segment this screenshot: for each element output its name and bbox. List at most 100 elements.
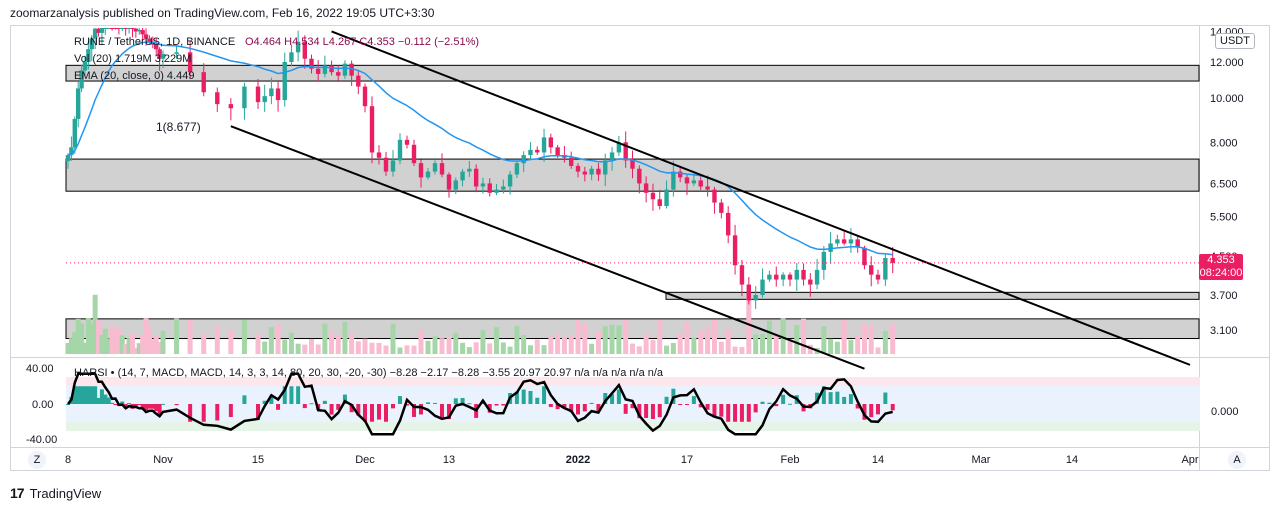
volume-bar (201, 333, 207, 354)
harsi-bar (760, 401, 765, 404)
legend-symbol[interactable]: RUNE / TetherUS, 1D, BINANCE (74, 36, 235, 48)
harsi-bar (726, 404, 731, 422)
volume-bar (718, 341, 724, 354)
candle-body (835, 239, 840, 244)
volume-bar (487, 343, 493, 354)
volume-bar (473, 342, 479, 354)
price-tick-label: 12.000 (1210, 57, 1244, 69)
harsi-bar (86, 386, 91, 404)
candle-body (698, 180, 703, 187)
harsi-bar (302, 404, 307, 409)
harsi-bar (66, 404, 70, 405)
volume-bar (855, 335, 861, 354)
volume-bar (425, 340, 431, 354)
candle-body (821, 251, 827, 270)
price-tick-label: 5.500 (1210, 211, 1238, 223)
candle-body (446, 174, 452, 190)
channel-upper-line[interactable] (331, 30, 1191, 366)
harsi-histogram (66, 386, 895, 422)
time-axis-labels[interactable]: 8 Nov 15 Dec 13 2022 17 Feb 14 Mar 14 Apr (65, 454, 1199, 466)
volume-bar (541, 345, 547, 354)
volume-bar (99, 334, 105, 354)
harsi-bar (89, 386, 94, 404)
zone-4 (65, 318, 1200, 340)
harsi-bar (96, 397, 101, 404)
volume-bar (109, 325, 115, 354)
candle-body (869, 265, 874, 275)
candle-body (147, 38, 152, 42)
volume-bar (753, 334, 759, 354)
legend-ema[interactable]: EMA (20, close, 0) 4.449 (74, 70, 194, 82)
candle-body (150, 41, 156, 45)
candle-body (643, 183, 649, 193)
channel-lower-line[interactable] (230, 125, 865, 370)
volume-bar (228, 330, 234, 354)
candle-body (460, 171, 465, 181)
candle-body (616, 142, 622, 153)
price-tick-label: 3.100 (1210, 325, 1238, 337)
harsi-bar (363, 404, 367, 422)
harsi-bar (82, 386, 87, 404)
harsi-rsi-line (67, 372, 893, 436)
volume-bar (848, 339, 854, 354)
harsi-bar (228, 404, 233, 417)
volume-bar (146, 326, 152, 354)
harsi-bar (460, 397, 465, 404)
volume-bar (349, 333, 355, 354)
candle-body (89, 38, 94, 50)
candle-body (120, 28, 125, 29)
harsi-bar (426, 402, 430, 404)
candle-body (92, 28, 98, 39)
volume-bar (650, 340, 656, 354)
candle-body (596, 168, 601, 175)
harsi-bar (494, 404, 499, 406)
zoom-button[interactable]: Z (28, 451, 46, 469)
volume-bar (602, 325, 608, 354)
candle-body (72, 118, 77, 148)
volume-bars (65, 293, 896, 354)
volume-bar (821, 326, 827, 354)
zone-1 (65, 64, 1200, 82)
harsi-bar (862, 404, 867, 420)
volume-bar (609, 324, 615, 354)
volume-bar (390, 323, 396, 354)
candle-body (548, 137, 554, 148)
harsi-bar (781, 394, 786, 404)
harsi-bar (215, 404, 220, 421)
candle-body (848, 239, 854, 244)
volume-bar (801, 318, 807, 354)
candle-body (875, 274, 881, 280)
candle-body (712, 189, 717, 203)
harsi-bar (774, 404, 779, 407)
volume-bar (739, 347, 745, 354)
candle-body (75, 88, 81, 119)
volume-bar (773, 335, 779, 354)
publisher-line: zoomarzanalysis published on TradingView… (10, 6, 435, 20)
volume-bar (342, 321, 348, 354)
candle-body (275, 88, 281, 101)
price-axis-labels[interactable]: 14.00012.00010.0008.0006.5005.5004.5003.… (1210, 26, 1244, 337)
harsi-bar (603, 393, 608, 404)
harsi-bar (137, 404, 142, 405)
volume-bar (187, 320, 193, 354)
volume-bar (85, 318, 91, 354)
currency-button[interactable]: USDT (1215, 33, 1255, 49)
volume-bar (616, 325, 622, 354)
harsi-bar (842, 396, 847, 404)
legend-volume[interactable]: Vol (20) 1.719M 3.229M (74, 53, 191, 65)
legend-harsi[interactable]: HARSI • (14, 7, MACD, MACD, 14, 3, 3, 14… (74, 367, 664, 379)
candle-body (774, 274, 779, 280)
harsi-bar (329, 404, 334, 415)
footer-brand[interactable]: TradingView (29, 485, 102, 501)
harsi-bar (623, 404, 628, 414)
candle-body (787, 274, 793, 280)
candle-body (883, 258, 888, 280)
auto-scale-button[interactable]: A (1228, 451, 1246, 469)
candle-body (828, 243, 833, 252)
time-tick-label: 17 (681, 454, 693, 466)
candle-body (86, 49, 91, 62)
osc-axis-right-label: 0.000 (1211, 406, 1239, 418)
harsi-bar (555, 404, 560, 410)
zone-3 (665, 291, 1200, 300)
